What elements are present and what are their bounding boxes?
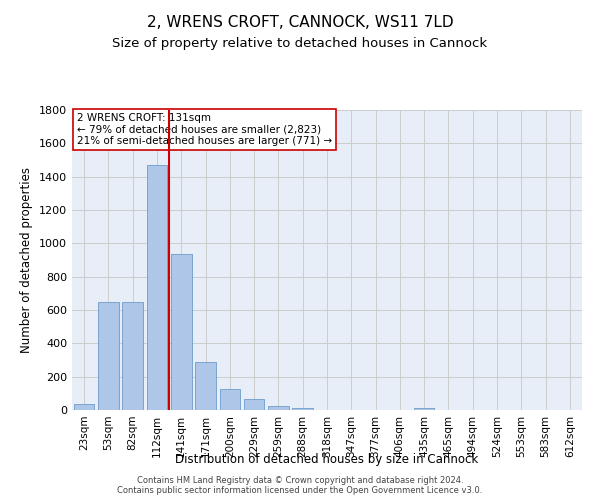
Bar (244, 399, 265, 410)
Bar (220, 389, 240, 410)
Y-axis label: Number of detached properties: Number of detached properties (20, 167, 34, 353)
Bar (171, 254, 191, 410)
Text: Size of property relative to detached houses in Cannock: Size of property relative to detached ho… (112, 38, 488, 51)
Bar (292, 408, 313, 410)
Text: 2 WRENS CROFT: 131sqm
← 79% of detached houses are smaller (2,823)
21% of semi-d: 2 WRENS CROFT: 131sqm ← 79% of detached … (77, 113, 332, 146)
Bar (98, 302, 119, 410)
Bar (195, 362, 216, 410)
Text: 2, WRENS CROFT, CANNOCK, WS11 7LD: 2, WRENS CROFT, CANNOCK, WS11 7LD (146, 15, 454, 30)
Bar (122, 302, 143, 410)
Text: Contains HM Land Registry data © Crown copyright and database right 2024.
Contai: Contains HM Land Registry data © Crown c… (118, 476, 482, 495)
Bar (146, 165, 167, 410)
Bar (74, 404, 94, 410)
Bar (414, 408, 434, 410)
Text: Distribution of detached houses by size in Cannock: Distribution of detached houses by size … (175, 452, 479, 466)
Bar (268, 406, 289, 410)
